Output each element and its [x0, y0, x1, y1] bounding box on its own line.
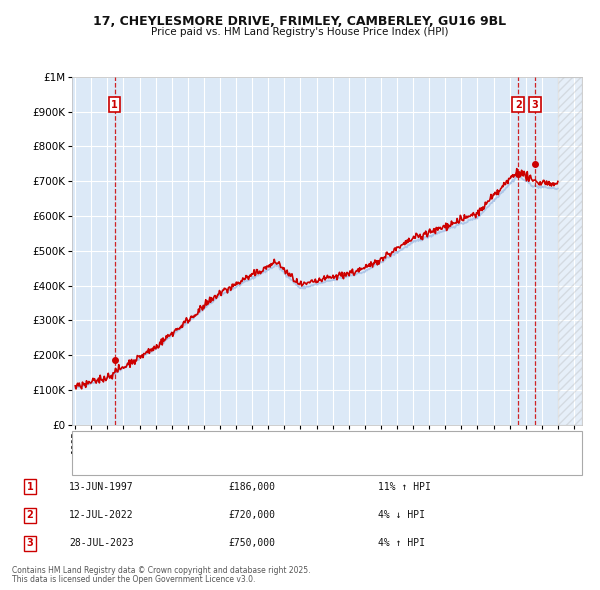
Text: 13-JUN-1997: 13-JUN-1997 [69, 482, 134, 491]
Text: 12-JUL-2022: 12-JUL-2022 [69, 510, 134, 520]
Text: 3: 3 [532, 100, 538, 110]
Text: 1: 1 [111, 100, 118, 110]
Text: £720,000: £720,000 [228, 510, 275, 520]
Text: Price paid vs. HM Land Registry's House Price Index (HPI): Price paid vs. HM Land Registry's House … [151, 27, 449, 37]
Text: 3: 3 [26, 539, 34, 548]
Text: Contains HM Land Registry data © Crown copyright and database right 2025.: Contains HM Land Registry data © Crown c… [12, 566, 311, 575]
Text: 2: 2 [26, 510, 34, 520]
Bar [558, 77, 582, 425]
Text: 2: 2 [515, 100, 521, 110]
Text: This data is licensed under the Open Government Licence v3.0.: This data is licensed under the Open Gov… [12, 575, 256, 584]
Text: £750,000: £750,000 [228, 539, 275, 548]
Text: 17, CHEYLESMORE DRIVE, FRIMLEY, CAMBERLEY, GU16 9BL: 17, CHEYLESMORE DRIVE, FRIMLEY, CAMBERLE… [94, 15, 506, 28]
Text: £186,000: £186,000 [228, 482, 275, 491]
Text: 1: 1 [26, 482, 34, 491]
Text: 17, CHEYLESMORE DRIVE, FRIMLEY, CAMBERLEY, GU16 9BL (detached house): 17, CHEYLESMORE DRIVE, FRIMLEY, CAMBERLE… [120, 438, 470, 448]
Text: HPI: Average price, detached house, Surrey Heath: HPI: Average price, detached house, Surr… [120, 458, 347, 467]
Text: 4% ↑ HPI: 4% ↑ HPI [378, 539, 425, 548]
Text: 28-JUL-2023: 28-JUL-2023 [69, 539, 134, 548]
Text: 11% ↑ HPI: 11% ↑ HPI [378, 482, 431, 491]
Text: 4% ↓ HPI: 4% ↓ HPI [378, 510, 425, 520]
